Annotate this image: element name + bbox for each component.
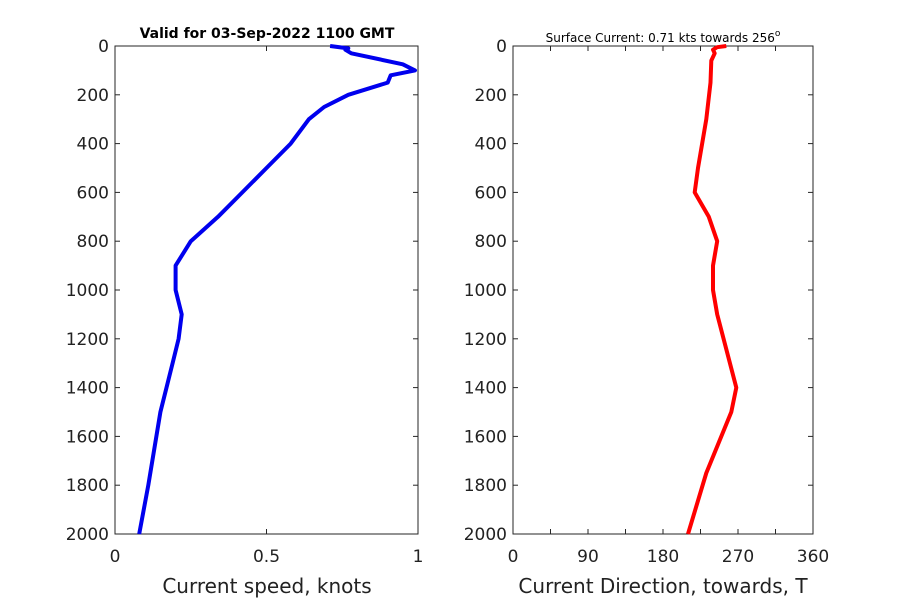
direction-title-text: Surface Current: 0.71 kts towards 256	[546, 31, 775, 45]
direction-chart-title: Surface Current: 0.71 kts towards 256o	[546, 29, 781, 45]
direction-y-tick-label: 1400	[464, 379, 507, 399]
direction-profile-line	[686, 44, 739, 535]
speed-y-tick-label: 0	[98, 37, 109, 57]
speed-y-tick-label: 1600	[66, 427, 109, 447]
speed-y-tick-label: 200	[77, 86, 109, 106]
speed-x-axis-label: Current speed, knots	[162, 574, 371, 598]
direction-y-tick-label: 200	[475, 86, 507, 106]
direction-panel: Surface Current: 0.71 kts towards 256o C…	[464, 29, 829, 598]
speed-y-tick-label: 400	[77, 135, 109, 155]
speed-y-tick-label: 1000	[66, 281, 109, 301]
direction-x-tick-label: 360	[797, 547, 829, 567]
direction-y-tick-label: 1800	[464, 476, 507, 496]
speed-y-tick-label: 1800	[66, 476, 109, 496]
direction-y-tick-label: 1600	[464, 427, 507, 447]
direction-y-tick-label: 800	[475, 232, 507, 252]
direction-x-tick-label: 90	[577, 547, 599, 567]
direction-y-tick-label: 400	[475, 135, 507, 155]
speed-x-tick-label: 0.5	[253, 547, 280, 567]
speed-y-tick-label: 800	[77, 232, 109, 252]
direction-x-tick-label: 180	[647, 547, 679, 567]
speed-x-tick-label: 0	[110, 547, 121, 567]
direction-y-tick-label: 0	[496, 37, 507, 57]
direction-y-tick-label: 2000	[464, 525, 507, 545]
speed-y-tick-label: 600	[77, 183, 109, 203]
speed-plot-frame	[114, 45, 419, 535]
speed-y-tick-label: 1400	[66, 379, 109, 399]
direction-x-tick-label: 0	[508, 547, 519, 567]
direction-y-tick-label: 1000	[464, 281, 507, 301]
speed-chart-title: Valid for 03-Sep-2022 1100 GMT	[140, 26, 395, 42]
speed-y-tick-label: 2000	[66, 525, 109, 545]
direction-plot-frame	[512, 45, 814, 535]
degree-superscript: o	[775, 29, 781, 39]
direction-x-axis-label: Current Direction, towards, T	[518, 574, 808, 598]
speed-profile-line	[137, 44, 417, 535]
speed-x-tick-label: 1	[413, 547, 424, 567]
direction-y-tick-label: 600	[475, 183, 507, 203]
direction-y-tick-label: 1200	[464, 330, 507, 350]
direction-x-tick-label: 270	[722, 547, 754, 567]
speed-panel: Valid for 03-Sep-2022 1100 GMT Current s…	[66, 26, 424, 598]
speed-y-tick-label: 1200	[66, 330, 109, 350]
